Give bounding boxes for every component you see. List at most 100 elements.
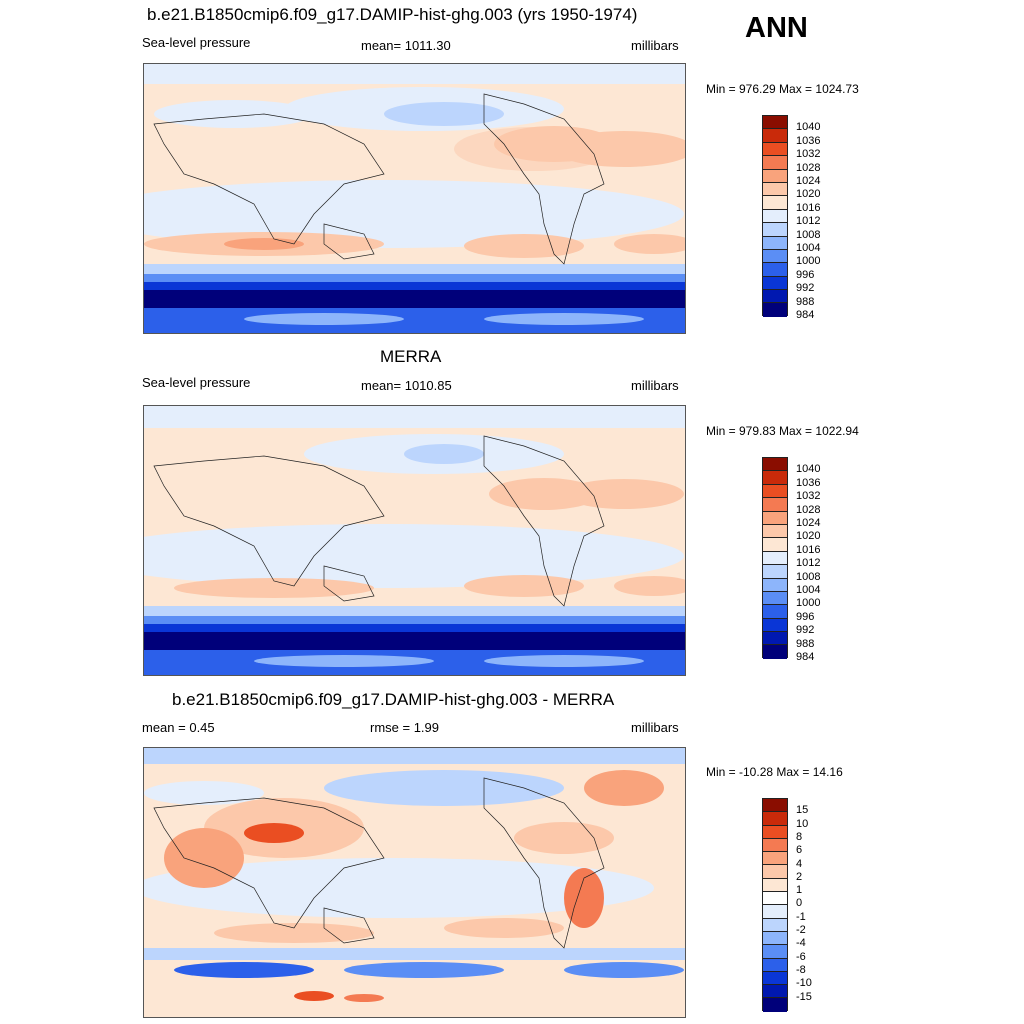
colorbar-tick-label: 1 xyxy=(796,884,803,897)
colorbar-swatch xyxy=(763,263,787,277)
colorbar-swatch xyxy=(763,812,787,826)
colorbar-swatch xyxy=(763,618,787,633)
colorbar-tick-label: 1036 xyxy=(796,476,821,489)
colorbar-tick-label: 1016 xyxy=(796,201,821,214)
colorbar-swatch xyxy=(763,865,787,879)
colorbar-swatch xyxy=(763,498,787,512)
colorbar-tick-label: 1012 xyxy=(796,557,821,570)
colorbar-tick-label: 1024 xyxy=(796,175,821,187)
colorbar-tick-label: 988 xyxy=(796,295,815,308)
colorbar-tick-label: 1008 xyxy=(796,228,821,241)
colorbar-swatch xyxy=(763,458,787,472)
colorbar-swatch xyxy=(763,551,787,566)
colorbar-swatch xyxy=(763,209,787,224)
panel-3-colorbar xyxy=(762,798,788,1012)
panel-2-minmax: Min = 979.83 Max = 1022.94 xyxy=(706,424,859,438)
colorbar-tick-label: -2 xyxy=(796,924,806,936)
colorbar-tick-label: 1024 xyxy=(796,517,821,529)
colorbar-tick-label: 1040 xyxy=(796,121,821,134)
colorbar-swatch xyxy=(763,471,787,485)
colorbar-swatch xyxy=(763,852,787,866)
colorbar-swatch xyxy=(763,116,787,130)
panel-1-minmax: Min = 976.29 Max = 1024.73 xyxy=(706,82,859,96)
colorbar-tick-label: 1000 xyxy=(796,255,821,268)
colorbar-tick-label: -10 xyxy=(796,977,812,990)
colorbar-swatch xyxy=(763,892,787,906)
colorbar-swatch xyxy=(763,565,787,579)
panel-3-map-svg xyxy=(144,748,685,1017)
colorbar-tick-label: 6 xyxy=(796,844,803,857)
colorbar-tick-label: 10 xyxy=(796,817,809,830)
panel-2-map xyxy=(143,405,686,676)
colorbar-tick-label: 1020 xyxy=(796,530,821,543)
colorbar-swatch xyxy=(763,223,787,237)
colorbar-tick-label: 0 xyxy=(796,897,803,910)
colorbar-swatch xyxy=(763,578,787,592)
colorbar-tick-label: -6 xyxy=(796,950,806,963)
season-label: ANN xyxy=(745,12,808,44)
colorbar-tick-label: 2 xyxy=(796,870,803,883)
colorbar-swatch xyxy=(763,918,787,932)
colorbar-swatch xyxy=(763,538,787,552)
colorbar-tick-label: 996 xyxy=(796,610,815,623)
panel-1-map xyxy=(143,63,686,334)
panel-1-mean-label: mean= 1011.30 xyxy=(361,38,451,53)
colorbar-swatch xyxy=(763,838,787,853)
colorbar-swatch xyxy=(763,129,787,143)
colorbar-swatch xyxy=(763,799,787,813)
panel-1-variable-label: Sea-level pressure xyxy=(142,35,251,50)
colorbar-swatch xyxy=(763,196,787,210)
colorbar-tick-label: 8 xyxy=(796,830,803,843)
colorbar-swatch xyxy=(763,156,787,170)
colorbar-swatch xyxy=(763,591,787,606)
colorbar-swatch xyxy=(763,524,787,539)
colorbar-tick-label: 1016 xyxy=(796,543,821,556)
colorbar-swatch xyxy=(763,985,787,999)
colorbar-swatch xyxy=(763,878,787,893)
colorbar-tick-label: 1004 xyxy=(796,584,821,596)
colorbar-tick-label: 1012 xyxy=(796,215,821,228)
colorbar-swatch xyxy=(763,169,787,183)
colorbar-swatch xyxy=(763,605,787,619)
panel-3-map xyxy=(143,747,686,1018)
panel-2-colorbar xyxy=(762,457,788,659)
colorbar-tick-label: -1 xyxy=(796,910,806,923)
colorbar-swatch xyxy=(763,945,787,959)
colorbar-tick-label: 1020 xyxy=(796,188,821,201)
colorbar-swatch xyxy=(763,276,787,291)
panel-2-title: MERRA xyxy=(380,347,442,366)
colorbar-swatch xyxy=(763,931,787,946)
colorbar-swatch xyxy=(763,290,787,304)
colorbar-tick-label: 996 xyxy=(796,268,815,281)
colorbar-tick-label: -8 xyxy=(796,963,806,976)
colorbar-tick-label: 992 xyxy=(796,624,815,637)
colorbar-tick-label: 1004 xyxy=(796,242,821,254)
colorbar-swatch xyxy=(763,182,787,197)
colorbar-swatch xyxy=(763,142,787,157)
colorbar-swatch xyxy=(763,632,787,646)
panel-3-units-label: millibars xyxy=(631,720,679,735)
colorbar-swatch xyxy=(763,511,787,525)
panel-3-rmse-label: rmse = 1.99 xyxy=(370,720,440,735)
colorbar-swatch xyxy=(763,958,787,972)
colorbar-tick-label: 992 xyxy=(796,282,815,295)
colorbar-swatch xyxy=(763,905,787,919)
colorbar-swatch xyxy=(763,236,787,250)
colorbar-swatch xyxy=(763,303,787,317)
colorbar-tick-label: 988 xyxy=(796,637,815,650)
colorbar-tick-label: 984 xyxy=(796,309,815,321)
panel-2-variable-label: Sea-level pressure xyxy=(142,375,251,390)
colorbar-tick-label: 4 xyxy=(796,857,803,870)
panel-2-map-svg xyxy=(144,406,685,675)
colorbar-tick-label: -15 xyxy=(796,990,812,1003)
panel-3-title: b.e21.B1850cmip6.f09_g17.DAMIP-hist-ghg.… xyxy=(172,690,615,709)
colorbar-tick-label: 15 xyxy=(796,804,809,817)
colorbar-tick-label: 1008 xyxy=(796,570,821,583)
colorbar-swatch xyxy=(763,825,787,839)
colorbar-tick-label: -4 xyxy=(796,937,806,950)
colorbar-swatch xyxy=(763,645,787,659)
colorbar-tick-label: 1032 xyxy=(796,490,821,503)
colorbar-tick-label: 984 xyxy=(796,651,815,663)
panel-3-mean-label: mean = 0.45 xyxy=(142,720,215,735)
panel-2-mean-label: mean= 1010.85 xyxy=(361,378,452,393)
